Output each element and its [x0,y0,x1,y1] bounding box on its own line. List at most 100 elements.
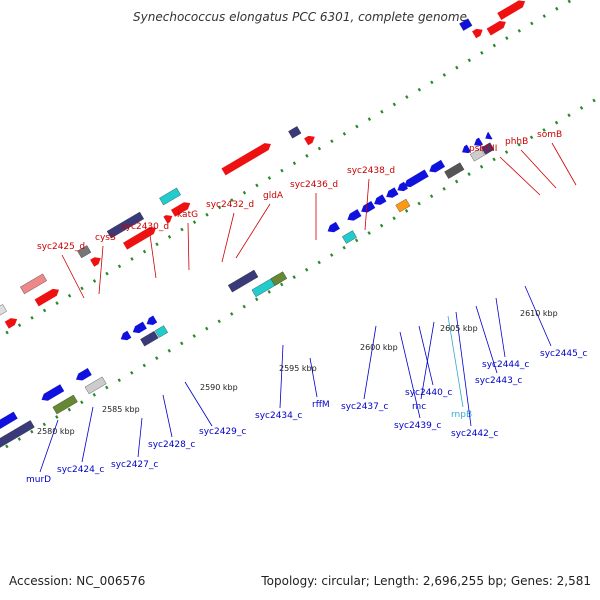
tick-mark [442,73,447,77]
tick-marks [5,0,596,449]
gene-glyph [34,288,60,307]
gene-arrow [75,368,92,381]
gene-glyph [77,245,92,259]
gene-glyph [486,20,506,36]
footer-summary: Topology: circular; Length: 2,696,255 bp… [261,574,591,588]
gene-glyph [140,330,159,347]
gene-label-reverse: syc2444_c [482,360,529,370]
tick-mark [55,301,59,305]
gene-arrow [404,169,429,188]
gene-label-reverse: syc2427_c [111,460,158,470]
scale-labels: 2580 kbp 2585 kbp 2590 kbp 2595 kbp 2600 kbp… [37,309,558,436]
gene-arrow [474,137,483,146]
leader-line [149,234,157,279]
tick-mark [267,290,271,294]
tick-mark [330,139,334,144]
gene-label-reverse: syc2445_c [540,349,587,359]
gene-arrow [485,131,493,140]
tick-mark [17,323,22,328]
tick-mark [17,437,22,441]
tick-mark [67,293,72,298]
leader-line [61,254,85,299]
gene-box [270,271,288,286]
tick-mark [542,128,546,132]
gene-box [444,162,465,179]
gene-glyph [90,257,101,267]
leader-line [235,203,271,259]
tick-mark [205,212,209,217]
gene-glyph [444,162,465,179]
tick-mark [529,135,534,140]
tick-mark [217,319,221,324]
gene-arrow [41,384,65,401]
tick-mark [492,43,497,48]
gene-arrow [90,257,101,267]
tick-mark [192,334,196,338]
backbone-band [0,0,449,75]
gene-arrow [123,227,157,250]
gene-glyph [304,135,315,146]
tick-mark [479,164,484,169]
tick-mark [454,179,459,184]
gene-glyph [154,325,168,338]
tick-mark [554,120,559,125]
tick-mark [230,312,234,316]
tick-mark [254,297,259,302]
gene-box [469,148,485,162]
leader-line [309,357,318,398]
gene-glyph [163,215,173,224]
gene-glyph [474,137,483,146]
leader-line [495,297,506,358]
leader-line [162,394,173,438]
tick-mark [292,161,297,166]
tick-mark [42,308,47,313]
leader-line [520,149,557,189]
tick-mark [404,209,409,213]
gene-glyph [0,304,7,319]
gene-glyph [52,394,78,415]
tick-mark [242,304,246,309]
tick-mark [317,260,321,265]
tick-mark [504,150,509,154]
tick-mark [155,356,159,360]
tick-mark [130,257,134,261]
tick-mark [5,444,9,449]
gene-arrow [170,202,191,217]
tick-mark [217,205,222,210]
gene-glyph [123,227,157,250]
tick-mark [30,429,34,434]
gene-box [106,211,145,239]
gene-arrow [486,20,506,36]
gene-glyph [20,273,47,295]
gene-label-reverse: rnpB [451,410,472,420]
tick-mark [380,109,384,114]
tick-mark [80,400,84,405]
tick-mark [392,216,396,221]
tick-mark [230,198,234,202]
gene-glyph [404,169,429,188]
gene-arrow [146,315,158,325]
tick-mark [530,21,534,26]
tick-mark [430,80,434,85]
gene-label-forward: syc2430_d [121,222,169,232]
gene-glyph [0,411,18,431]
leader-line [39,419,59,473]
tick-mark [42,422,47,427]
gene-glyph [459,18,473,31]
tick-mark [455,65,459,70]
gene-glyph [120,330,132,341]
tick-mark [417,201,421,206]
gene-glyph [485,131,493,140]
gene-glyph [386,187,399,198]
gene-arrow [4,318,18,329]
leader-line [81,406,94,463]
tick-mark [367,117,372,121]
gene-glyph [84,376,107,395]
tick-mark [329,253,334,257]
gene-label-forward: phhB [505,137,528,147]
tick-mark [142,363,146,368]
gene-label-reverse: rnc [412,402,426,412]
tick-mark [342,131,347,136]
leader-line [399,331,421,419]
tick-mark [292,275,296,279]
